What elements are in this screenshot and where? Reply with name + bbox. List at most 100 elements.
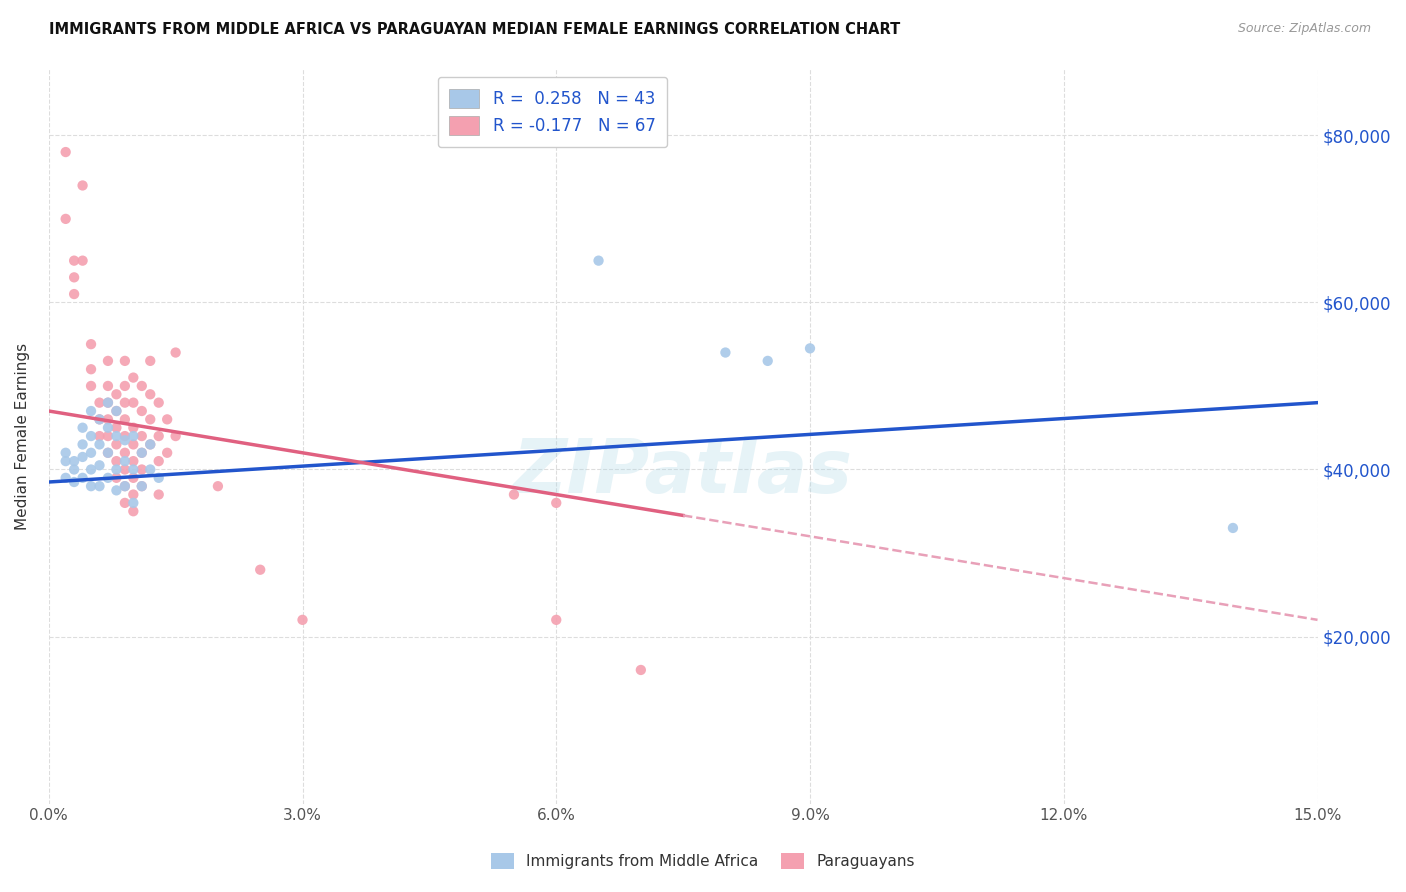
Point [503, 487, 526, 501]
Point [799, 342, 821, 356]
Point [105, 471, 128, 485]
Point [114, 434, 136, 448]
Point [105, 483, 128, 498]
Point [55, 454, 77, 468]
Point [630, 663, 652, 677]
Point [72, 421, 94, 435]
Point [122, 395, 145, 409]
Point [131, 446, 153, 460]
Point [63, 287, 86, 301]
Point [546, 613, 568, 627]
Point [122, 421, 145, 435]
Point [139, 412, 162, 426]
Point [105, 462, 128, 476]
Point [165, 429, 187, 443]
Point [80, 479, 103, 493]
Point [122, 437, 145, 451]
Point [114, 412, 136, 426]
Point [97, 421, 120, 435]
Point [114, 462, 136, 476]
Point [148, 487, 170, 501]
Point [105, 421, 128, 435]
Point [148, 471, 170, 485]
Point [148, 454, 170, 468]
Point [114, 395, 136, 409]
Point [588, 253, 610, 268]
Point [139, 437, 162, 451]
Point [105, 387, 128, 401]
Point [63, 454, 86, 468]
Point [114, 354, 136, 368]
Point [105, 429, 128, 443]
Point [105, 454, 128, 468]
Point [139, 437, 162, 451]
Point [89, 429, 111, 443]
Point [63, 270, 86, 285]
Text: IMMIGRANTS FROM MIDDLE AFRICA VS PARAGUAYAN MEDIAN FEMALE EARNINGS CORRELATION C: IMMIGRANTS FROM MIDDLE AFRICA VS PARAGUA… [49, 22, 900, 37]
Point [114, 479, 136, 493]
Point [72, 471, 94, 485]
Point [1222, 521, 1244, 535]
Point [80, 446, 103, 460]
Point [63, 253, 86, 268]
Point [114, 496, 136, 510]
Point [97, 471, 120, 485]
Point [72, 253, 94, 268]
Point [131, 479, 153, 493]
Point [97, 446, 120, 460]
Point [131, 429, 153, 443]
Point [80, 362, 103, 376]
Point [89, 458, 111, 473]
Point [756, 354, 779, 368]
Point [97, 429, 120, 443]
Point [80, 404, 103, 418]
Point [114, 446, 136, 460]
Point [97, 412, 120, 426]
Point [89, 437, 111, 451]
Point [72, 437, 94, 451]
Text: ZIPatlas: ZIPatlas [513, 436, 853, 509]
Point [105, 404, 128, 418]
Point [114, 429, 136, 443]
Point [122, 471, 145, 485]
Legend: Immigrants from Middle Africa, Paraguayans: Immigrants from Middle Africa, Paraguaya… [485, 847, 921, 875]
Point [122, 370, 145, 384]
Point [249, 563, 271, 577]
Point [89, 412, 111, 426]
Point [131, 379, 153, 393]
Point [156, 446, 179, 460]
Point [80, 379, 103, 393]
Point [97, 354, 120, 368]
Point [55, 446, 77, 460]
Point [89, 395, 111, 409]
Point [122, 462, 145, 476]
Point [80, 462, 103, 476]
Point [122, 454, 145, 468]
Point [97, 379, 120, 393]
Point [131, 479, 153, 493]
Point [63, 475, 86, 489]
Point [122, 504, 145, 518]
Point [114, 479, 136, 493]
Point [114, 379, 136, 393]
Point [97, 446, 120, 460]
Point [63, 462, 86, 476]
Point [55, 211, 77, 226]
Y-axis label: Median Female Earnings: Median Female Earnings [15, 343, 30, 530]
Point [55, 471, 77, 485]
Point [207, 479, 229, 493]
Point [72, 450, 94, 464]
Point [122, 429, 145, 443]
Point [114, 454, 136, 468]
Text: Source: ZipAtlas.com: Source: ZipAtlas.com [1237, 22, 1371, 36]
Point [139, 354, 162, 368]
Point [156, 412, 179, 426]
Point [165, 345, 187, 359]
Point [714, 345, 737, 359]
Point [122, 496, 145, 510]
Point [148, 429, 170, 443]
Point [89, 412, 111, 426]
Point [546, 496, 568, 510]
Point [97, 395, 120, 409]
Point [97, 395, 120, 409]
